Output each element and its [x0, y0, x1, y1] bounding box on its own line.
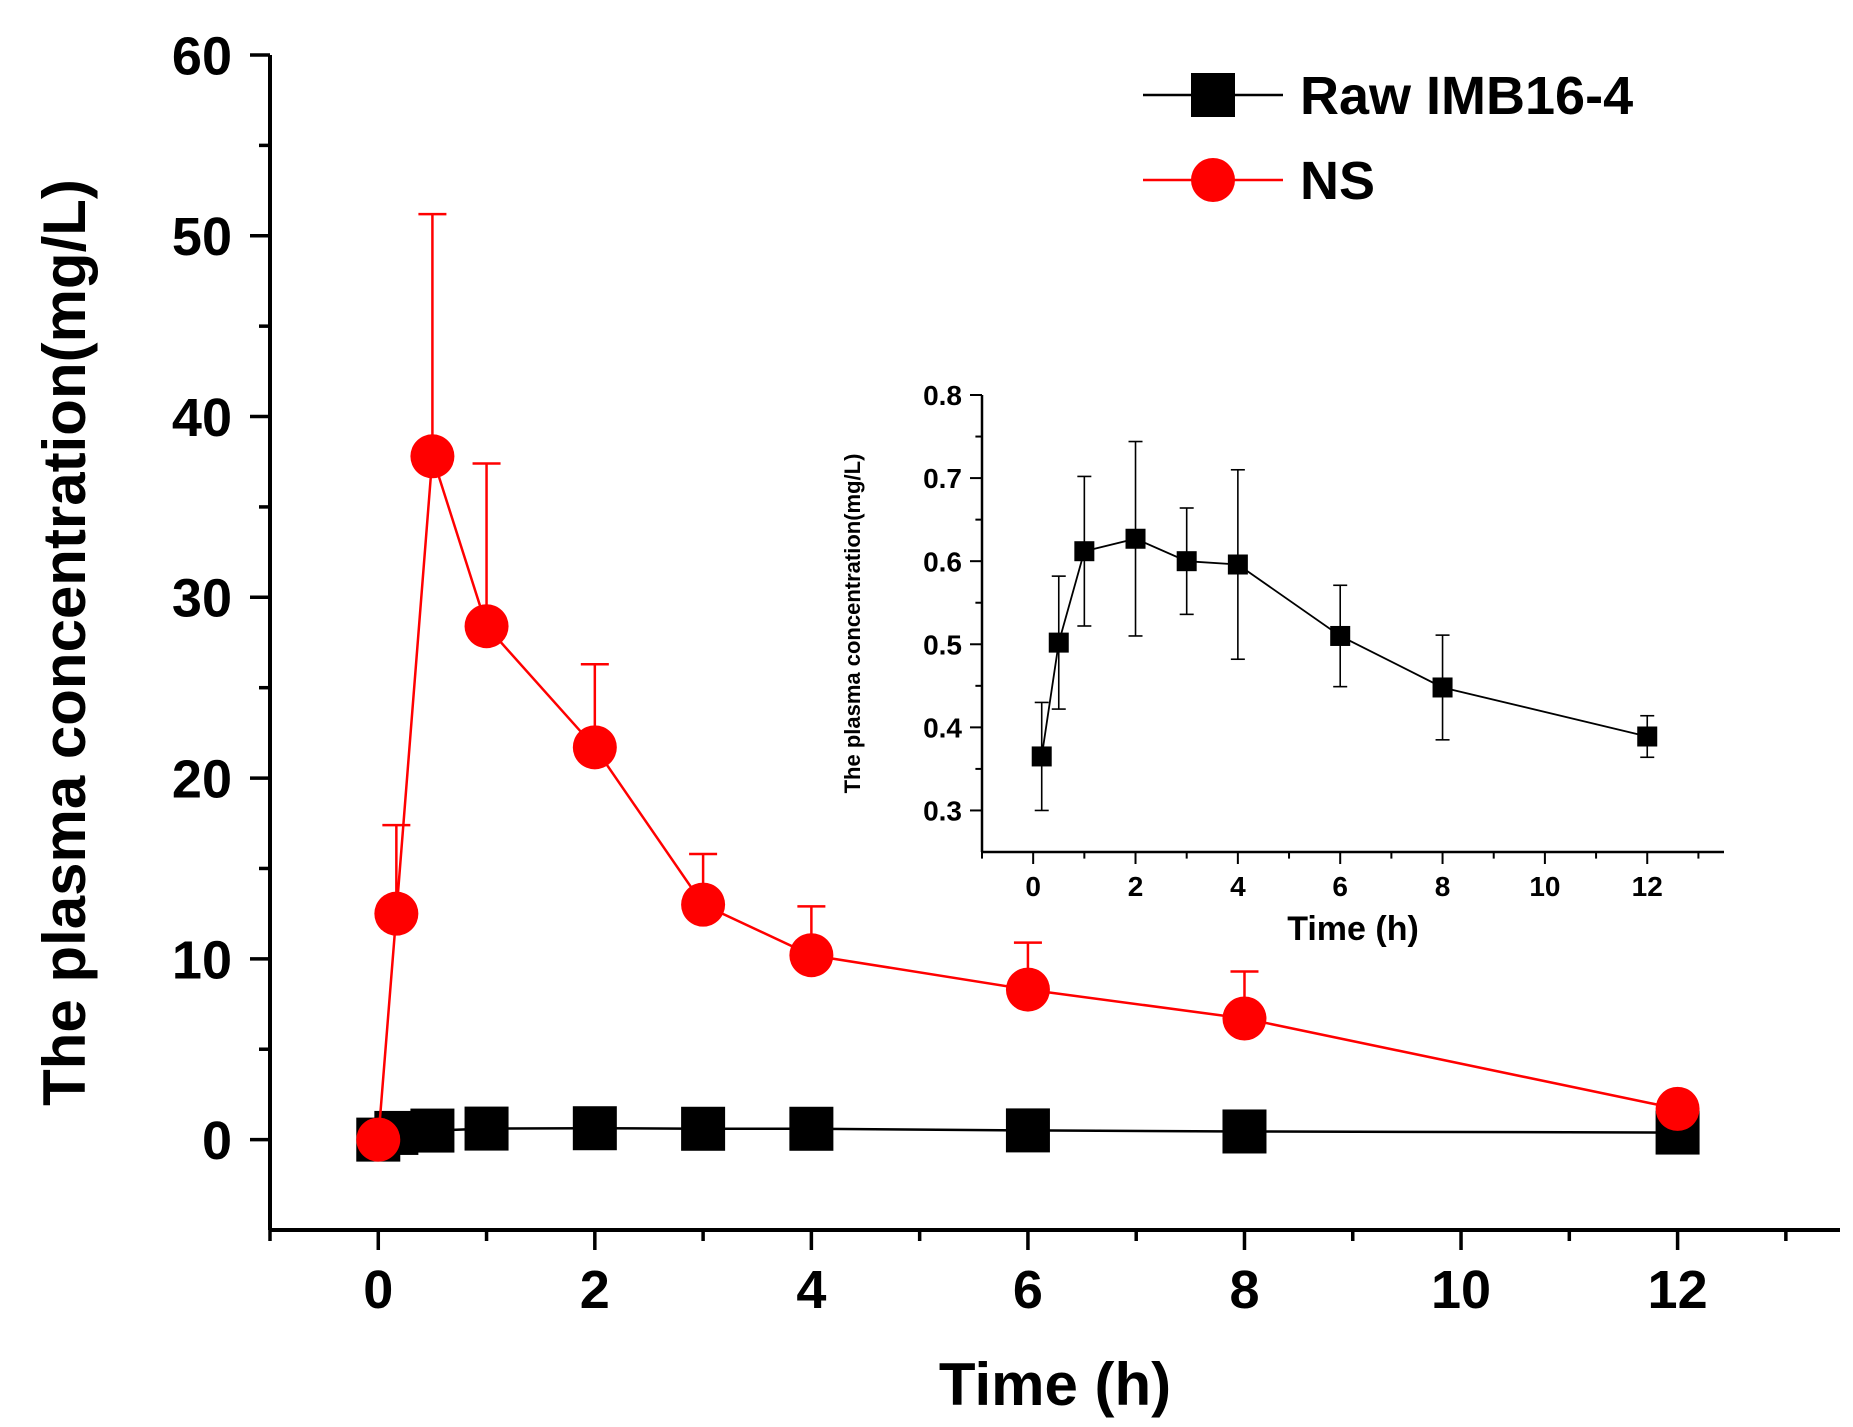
x-tick-label: 2 — [580, 1260, 610, 1320]
data-point — [1432, 677, 1453, 698]
data-point — [789, 1106, 834, 1151]
y-tick-label: 0.5 — [923, 629, 962, 660]
data-point — [681, 1106, 726, 1151]
series-ns — [356, 212, 1700, 1162]
data-point — [789, 933, 834, 978]
x-tick-label: 0 — [1025, 871, 1041, 902]
data-point — [1048, 632, 1069, 653]
legend-label: Raw IMB16-4 — [1300, 66, 1633, 126]
data-point — [572, 1106, 617, 1151]
y-tick-label: 0.7 — [923, 463, 962, 494]
series-line — [1040, 537, 1648, 757]
y-axis-title: The plasma concentration(mg/L) — [31, 179, 98, 1106]
data-point — [1330, 625, 1351, 646]
x-tick-label: 2 — [1128, 871, 1144, 902]
data-point — [1005, 967, 1050, 1012]
x-tick-label: 10 — [1431, 1260, 1491, 1320]
legend-item: NS — [1143, 151, 1375, 211]
data-point — [1074, 541, 1095, 562]
y-tick-label: 20 — [172, 750, 232, 810]
data-point — [1637, 726, 1658, 747]
data-point — [464, 1106, 509, 1151]
x-tick-label: 12 — [1632, 871, 1663, 902]
y-tick-label: 40 — [172, 388, 232, 448]
data-point — [410, 434, 455, 479]
data-point — [374, 891, 419, 936]
legend-marker — [1191, 158, 1235, 202]
y-tick-label: 0.6 — [923, 546, 962, 577]
x-tick-label: 0 — [363, 1260, 393, 1320]
y-tick-label: 0.8 — [923, 380, 962, 411]
data-point — [1176, 551, 1197, 572]
y-tick-label: 50 — [172, 207, 232, 267]
x-tick-label: 6 — [1332, 871, 1348, 902]
data-point — [1125, 528, 1146, 549]
x-axis-title: Time (h) — [1287, 910, 1419, 948]
legend-label: NS — [1300, 151, 1375, 211]
data-point — [681, 882, 726, 927]
data-point — [1005, 1108, 1050, 1153]
legend-marker — [1191, 73, 1235, 117]
data-point — [410, 1108, 455, 1153]
y-tick-label: 0.4 — [923, 712, 962, 743]
series-line — [377, 455, 1678, 1140]
x-tick-label: 8 — [1435, 871, 1451, 902]
x-tick-label: 8 — [1229, 1260, 1259, 1320]
y-tick-label: 0 — [202, 1111, 232, 1171]
data-point — [1655, 1086, 1700, 1131]
x-tick-label: 4 — [796, 1260, 826, 1320]
data-point — [1222, 996, 1267, 1041]
y-axis-title: The plasma concentration(mg/L) — [840, 454, 865, 794]
x-axis-title: Time (h) — [939, 1351, 1171, 1418]
data-point — [572, 725, 617, 770]
data-point — [1227, 554, 1248, 575]
data-point — [464, 604, 509, 649]
data-point — [1222, 1109, 1267, 1154]
y-tick-label: 30 — [172, 569, 232, 629]
series-raw-imb16-4 — [1031, 440, 1658, 812]
legend: Raw IMB16-4 NS — [1143, 66, 1633, 211]
data-point — [1031, 746, 1052, 767]
y-tick-label: 60 — [172, 26, 232, 86]
inset-plot: 0.3 0.4 0.5 0.6 0.7 0.8 0 2 4 6 8 10 12 Time (h) The p… — [840, 380, 1724, 948]
x-tick-label: 6 — [1013, 1260, 1043, 1320]
x-tick-label: 4 — [1230, 871, 1246, 902]
series-raw-imb16-4 — [356, 1106, 1700, 1162]
x-tick-label: 12 — [1648, 1260, 1708, 1320]
legend-item: Raw IMB16-4 — [1143, 66, 1633, 126]
data-point — [356, 1117, 401, 1162]
y-tick-label: 0.3 — [923, 796, 962, 827]
y-tick-label: 10 — [172, 930, 232, 990]
x-tick-label: 10 — [1529, 871, 1560, 902]
